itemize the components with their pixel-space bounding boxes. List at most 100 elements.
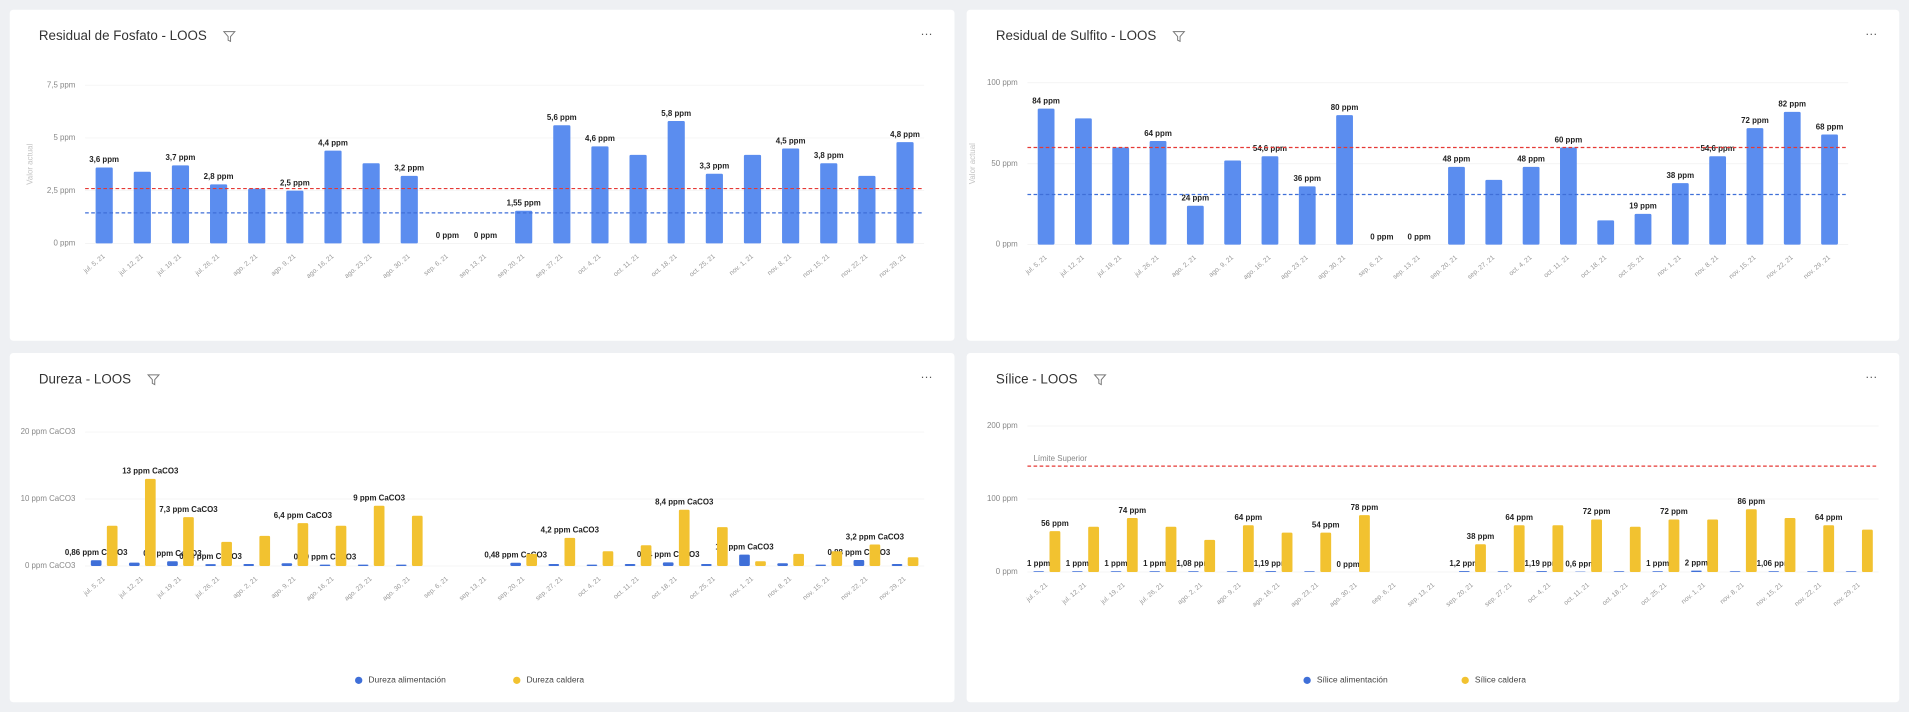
bar bbox=[1652, 571, 1664, 573]
filter-icon bbox=[1093, 374, 1107, 386]
value-label: 5,6 ppm bbox=[547, 113, 577, 122]
y-tick-label: 0 ppm CaCO3 bbox=[25, 561, 76, 570]
value-label: 4,2 ppm CaCO3 bbox=[541, 526, 600, 535]
bar bbox=[591, 146, 609, 244]
bar bbox=[586, 564, 598, 566]
value-label: 36 ppm bbox=[1293, 174, 1321, 183]
bar bbox=[1745, 509, 1757, 573]
value-label: 82 ppm bbox=[1778, 100, 1806, 109]
bar bbox=[1861, 529, 1873, 573]
panel-title: Sílice - LOOS bbox=[996, 371, 1078, 386]
bar bbox=[1629, 526, 1641, 573]
y-tick-label: 200 ppm bbox=[987, 421, 1018, 430]
bar bbox=[248, 188, 266, 244]
panel-title: Dureza - LOOS bbox=[39, 371, 131, 386]
value-label: 80 ppm bbox=[1331, 103, 1359, 112]
value-label: 2,5 ppm bbox=[280, 178, 310, 187]
value-label: 3,8 ppm bbox=[814, 151, 844, 160]
value-label: 5,8 ppm bbox=[661, 109, 691, 118]
bar bbox=[869, 544, 881, 566]
value-label: 72 ppm bbox=[1660, 507, 1688, 516]
bar bbox=[1536, 571, 1548, 573]
value-label: 1,7 ppm CaCO3 bbox=[715, 542, 774, 551]
bar bbox=[144, 478, 156, 566]
y-tick-label: 100 ppm bbox=[987, 494, 1018, 503]
bar bbox=[815, 564, 827, 566]
bar bbox=[1485, 179, 1503, 245]
value-label: 74 ppm bbox=[1118, 506, 1146, 515]
bar bbox=[106, 525, 118, 566]
bar bbox=[1671, 183, 1689, 245]
panel-title: Residual de Fosfato - LOOS bbox=[39, 28, 207, 43]
value-label: 60 ppm bbox=[1555, 135, 1583, 144]
bar bbox=[1475, 544, 1486, 573]
bar bbox=[1668, 519, 1680, 573]
bar bbox=[411, 515, 423, 566]
y-tick-label: 20 ppm CaCO3 bbox=[21, 427, 76, 436]
value-label: 48 ppm bbox=[1517, 155, 1545, 164]
bar bbox=[662, 562, 674, 566]
bar bbox=[1224, 160, 1242, 245]
bar bbox=[1049, 531, 1061, 573]
value-label: 19 ppm bbox=[1629, 202, 1657, 211]
value-label: 3,2 ppm CaCO3 bbox=[846, 532, 905, 541]
panel bbox=[9, 9, 955, 341]
bar bbox=[701, 563, 712, 566]
y-tick-label: 2,5 ppm bbox=[47, 186, 76, 195]
bar bbox=[1110, 571, 1122, 573]
value-label: 3,7 ppm bbox=[166, 153, 196, 162]
value-label: 86 ppm bbox=[1738, 497, 1766, 506]
bar bbox=[705, 173, 723, 244]
bar bbox=[755, 561, 766, 566]
value-label: 1 ppm bbox=[1066, 559, 1089, 568]
bar bbox=[1591, 519, 1602, 573]
bar bbox=[281, 563, 293, 566]
bar bbox=[1298, 186, 1316, 245]
bar bbox=[1242, 525, 1254, 573]
value-label: 0,6 ppm bbox=[1565, 559, 1595, 568]
value-label: 0,28 ppm CaCO3 bbox=[179, 552, 242, 561]
bar bbox=[1088, 526, 1100, 573]
value-label: 6,4 ppm CaCO3 bbox=[274, 511, 333, 520]
bar bbox=[319, 564, 331, 566]
bar bbox=[1709, 156, 1727, 245]
bar bbox=[1821, 134, 1838, 245]
bar bbox=[1823, 525, 1835, 573]
bar bbox=[1690, 570, 1702, 573]
bar bbox=[167, 561, 178, 566]
bar bbox=[221, 541, 232, 566]
panel bbox=[966, 352, 1900, 703]
value-label: 1 ppm bbox=[1104, 559, 1127, 568]
value-label: 7,3 ppm CaCO3 bbox=[159, 505, 218, 514]
bar bbox=[907, 557, 919, 566]
value-label: 38 ppm bbox=[1667, 171, 1695, 180]
value-label: 84 ppm bbox=[1032, 96, 1060, 105]
value-label: 4,6 ppm bbox=[585, 134, 615, 143]
value-label: 3,2 ppm bbox=[394, 164, 424, 173]
bar bbox=[717, 527, 728, 566]
value-label: 64 ppm bbox=[1144, 129, 1172, 138]
value-label: 48 ppm bbox=[1443, 155, 1471, 164]
bar bbox=[548, 563, 560, 566]
bar bbox=[831, 551, 843, 566]
legend-swatch bbox=[513, 676, 521, 685]
value-label: 1,2 ppm bbox=[1449, 559, 1479, 568]
bar bbox=[1783, 111, 1801, 245]
bar bbox=[667, 121, 685, 244]
y-tick-label: 0 ppm bbox=[996, 567, 1018, 576]
bar bbox=[210, 184, 228, 244]
value-label: 0,86 ppm CaCO3 bbox=[65, 548, 128, 557]
value-label: 78 ppm bbox=[1351, 503, 1379, 512]
more-menu: ··· bbox=[920, 370, 932, 384]
value-label: 1,55 ppm bbox=[507, 199, 541, 208]
bar bbox=[297, 523, 309, 566]
bar bbox=[564, 537, 576, 566]
value-label: 54,6 ppm bbox=[1701, 144, 1735, 153]
bar bbox=[1522, 166, 1540, 245]
value-label: 0 ppm bbox=[1337, 560, 1360, 569]
bar bbox=[1165, 526, 1177, 573]
value-label: 2 ppm bbox=[1685, 558, 1708, 567]
bar bbox=[1768, 571, 1780, 573]
bar bbox=[1149, 571, 1161, 573]
bar bbox=[1552, 525, 1564, 573]
